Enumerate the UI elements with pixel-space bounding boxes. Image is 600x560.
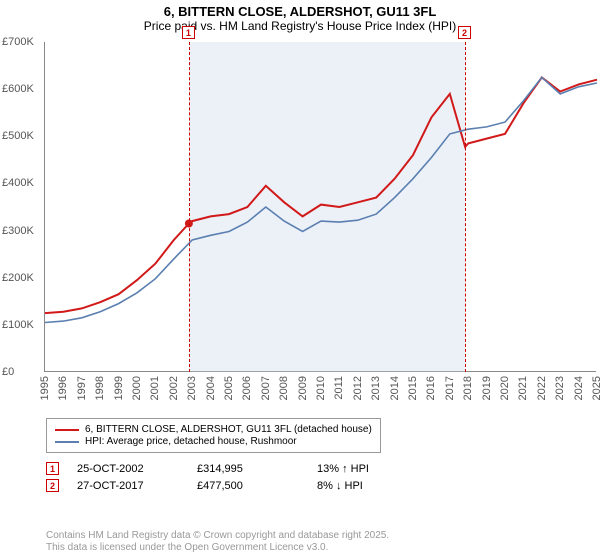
x-tick-label: 2021 [517, 376, 529, 400]
y-tick-label: £700K [2, 36, 34, 48]
transaction-price-2: £477,500 [197, 480, 317, 492]
x-tick-label: 2004 [205, 376, 217, 400]
chart-plot-area [44, 42, 596, 372]
legend-swatch-price [55, 429, 79, 431]
x-tick-label: 1998 [94, 376, 106, 400]
marker-line-2 [465, 42, 466, 372]
legend-label-price: 6, BITTERN CLOSE, ALDERSHOT, GU11 3FL (d… [85, 424, 372, 435]
y-tick-label: £100K [2, 319, 34, 331]
x-tick-label: 2012 [352, 376, 364, 400]
transaction-row-1: 1 25-OCT-2002 £314,995 13% ↑ HPI [46, 462, 437, 475]
x-tick-label: 2003 [186, 376, 198, 400]
x-tick-label: 2017 [444, 376, 456, 400]
transaction-date-2: 27-OCT-2017 [77, 480, 197, 492]
x-tick-label: 1996 [57, 376, 69, 400]
title-block: 6, BITTERN CLOSE, ALDERSHOT, GU11 3FL Pr… [0, 0, 600, 35]
y-tick-label: £600K [2, 83, 34, 95]
x-tick-label: 1995 [39, 376, 51, 400]
legend-label-hpi: HPI: Average price, detached house, Rush… [85, 436, 297, 447]
x-tick-label: 2009 [297, 376, 309, 400]
y-tick-label: £500K [2, 130, 34, 142]
marker-box-1: 1 [182, 26, 195, 39]
marker-badge-1: 1 [46, 462, 59, 475]
x-tick-label: 2011 [333, 376, 345, 400]
y-tick-label: £400K [2, 177, 34, 189]
x-tick-label: 2005 [223, 376, 235, 400]
transaction-row-2: 2 27-OCT-2017 £477,500 8% ↓ HPI [46, 479, 437, 492]
y-tick-label: £0 [2, 366, 14, 378]
transaction-rows: 1 25-OCT-2002 £314,995 13% ↑ HPI 2 27-OC… [46, 458, 437, 496]
transaction-date-1: 25-OCT-2002 [77, 463, 197, 475]
series-price_paid [45, 77, 597, 313]
marker-line-1 [189, 42, 190, 372]
chart-svg [45, 42, 597, 372]
x-tick-label: 2024 [573, 376, 585, 400]
x-tick-label: 2022 [536, 376, 548, 400]
x-tick-label: 2010 [315, 376, 327, 400]
copyright-line-1: Contains HM Land Registry data © Crown c… [46, 530, 389, 542]
x-tick-label: 2008 [278, 376, 290, 400]
transaction-delta-2: 8% ↓ HPI [317, 480, 437, 492]
x-tick-label: 2001 [149, 376, 161, 400]
x-tick-label: 2018 [462, 376, 474, 400]
x-tick-label: 2025 [591, 376, 600, 400]
x-tick-label: 2006 [241, 376, 253, 400]
y-tick-label: £300K [2, 225, 34, 237]
title-subtitle: Price paid vs. HM Land Registry's House … [0, 19, 600, 33]
transaction-price-1: £314,995 [197, 463, 317, 475]
x-tick-label: 2000 [131, 376, 143, 400]
x-tick-label: 2002 [168, 376, 180, 400]
x-tick-label: 2015 [407, 376, 419, 400]
x-tick-label: 2023 [554, 376, 566, 400]
x-tick-label: 2016 [425, 376, 437, 400]
legend-row-hpi: HPI: Average price, detached house, Rush… [55, 436, 372, 447]
transaction-delta-1: 13% ↑ HPI [317, 463, 437, 475]
x-tick-label: 2020 [499, 376, 511, 400]
x-tick-label: 2013 [370, 376, 382, 400]
copyright-text: Contains HM Land Registry data © Crown c… [46, 530, 389, 554]
x-tick-label: 1997 [76, 376, 88, 400]
x-tick-label: 2014 [389, 376, 401, 400]
series-hpi [45, 77, 597, 322]
copyright-line-2: This data is licensed under the Open Gov… [46, 542, 389, 554]
marker-badge-2: 2 [46, 479, 59, 492]
legend-swatch-hpi [55, 441, 79, 443]
legend-row-price: 6, BITTERN CLOSE, ALDERSHOT, GU11 3FL (d… [55, 424, 372, 435]
x-tick-label: 1999 [113, 376, 125, 400]
y-tick-label: £200K [2, 272, 34, 284]
title-address: 6, BITTERN CLOSE, ALDERSHOT, GU11 3FL [0, 4, 600, 19]
legend-box: 6, BITTERN CLOSE, ALDERSHOT, GU11 3FL (d… [46, 418, 381, 453]
x-tick-label: 2019 [481, 376, 493, 400]
marker-box-2: 2 [458, 26, 471, 39]
x-tick-label: 2007 [260, 376, 272, 400]
chart-container: 6, BITTERN CLOSE, ALDERSHOT, GU11 3FL Pr… [0, 0, 600, 560]
